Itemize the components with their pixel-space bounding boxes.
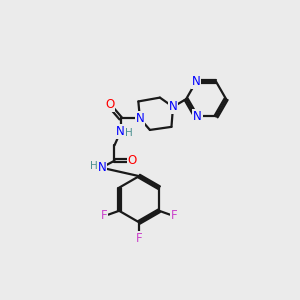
Text: N: N <box>98 161 106 174</box>
Text: N: N <box>116 125 124 138</box>
Text: N: N <box>169 100 177 113</box>
Text: N: N <box>136 112 144 125</box>
Text: N: N <box>193 110 202 123</box>
Text: F: F <box>136 232 142 245</box>
Text: N: N <box>192 75 200 88</box>
Text: H: H <box>90 161 98 171</box>
Text: O: O <box>105 98 115 111</box>
Text: H: H <box>125 128 133 138</box>
Text: F: F <box>100 209 107 222</box>
Text: O: O <box>128 154 137 167</box>
Text: F: F <box>171 209 178 222</box>
